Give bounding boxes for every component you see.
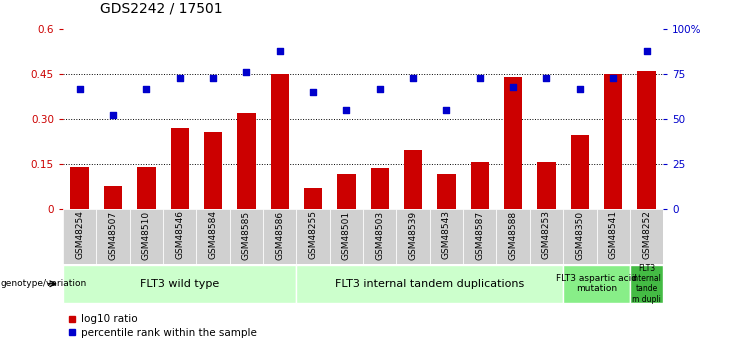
Bar	[563, 209, 597, 264]
Bar	[63, 265, 296, 303]
Bar	[430, 209, 463, 264]
Text: GSM48584: GSM48584	[208, 210, 218, 259]
Text: GSM48255: GSM48255	[308, 210, 318, 259]
Text: GSM48588: GSM48588	[508, 210, 518, 259]
Text: GSM48254: GSM48254	[75, 210, 84, 259]
Point	[173, 75, 185, 80]
Point	[574, 86, 585, 91]
Point	[474, 75, 486, 80]
Text: GSM48350: GSM48350	[575, 210, 585, 259]
Bar	[630, 209, 663, 264]
Point	[374, 86, 386, 91]
Point	[207, 75, 219, 80]
Bar	[170, 128, 189, 209]
Bar	[496, 209, 530, 264]
Bar	[237, 113, 256, 209]
Bar	[604, 74, 622, 209]
Point	[640, 48, 653, 53]
Text: GSM48507: GSM48507	[108, 210, 118, 259]
Point	[608, 75, 619, 80]
Point	[273, 48, 285, 53]
Bar	[304, 188, 322, 209]
Bar	[270, 74, 289, 209]
Text: GSM48503: GSM48503	[375, 210, 385, 259]
Text: FLT3
internal
tande
m dupli: FLT3 internal tande m dupli	[631, 264, 662, 304]
Bar	[263, 209, 296, 264]
Text: GSM48501: GSM48501	[342, 210, 351, 259]
Text: GSM48543: GSM48543	[442, 210, 451, 259]
Point	[507, 84, 519, 89]
Text: GSM48253: GSM48253	[542, 210, 551, 259]
Text: GSM48587: GSM48587	[475, 210, 485, 259]
Bar	[296, 209, 330, 264]
Point	[307, 89, 319, 95]
Bar	[137, 167, 156, 209]
Bar	[337, 174, 356, 209]
Point	[440, 107, 452, 113]
Bar	[96, 209, 130, 264]
Bar	[363, 209, 396, 264]
Bar	[330, 209, 363, 264]
Bar	[63, 209, 96, 264]
Bar	[637, 71, 656, 209]
Bar	[130, 209, 163, 264]
Bar	[563, 265, 630, 303]
Point	[407, 75, 419, 80]
Bar	[230, 209, 263, 264]
Legend: log10 ratio, percentile rank within the sample: log10 ratio, percentile rank within the …	[68, 314, 256, 338]
Bar	[530, 209, 563, 264]
Text: genotype/variation: genotype/variation	[1, 279, 87, 288]
Bar	[396, 209, 430, 264]
Bar	[630, 265, 663, 303]
Text: GSM48586: GSM48586	[275, 210, 285, 259]
Bar	[370, 168, 389, 209]
Bar	[70, 167, 89, 209]
Point	[107, 113, 119, 118]
Bar	[597, 209, 630, 264]
Point	[74, 86, 85, 91]
Text: GSM48541: GSM48541	[608, 210, 618, 259]
Text: FLT3 internal tandem duplications: FLT3 internal tandem duplications	[335, 279, 525, 289]
Text: GSM48252: GSM48252	[642, 210, 651, 259]
Text: GSM48585: GSM48585	[242, 210, 251, 259]
Point	[140, 86, 153, 91]
Bar	[296, 265, 563, 303]
Bar	[537, 162, 556, 209]
Bar	[437, 174, 456, 209]
Text: FLT3 wild type: FLT3 wild type	[140, 279, 219, 289]
Bar	[463, 209, 496, 264]
Bar	[204, 132, 222, 209]
Text: GSM48539: GSM48539	[408, 210, 418, 259]
Text: GSM48510: GSM48510	[142, 210, 151, 259]
Text: GDS2242 / 17501: GDS2242 / 17501	[100, 1, 222, 16]
Text: FLT3 aspartic acid
mutation: FLT3 aspartic acid mutation	[556, 274, 637, 294]
Point	[540, 75, 552, 80]
Bar	[104, 186, 122, 209]
Bar	[504, 77, 522, 209]
Point	[240, 70, 252, 75]
Point	[341, 107, 353, 113]
Bar	[471, 162, 489, 209]
Bar	[196, 209, 230, 264]
Bar	[571, 136, 589, 209]
Bar	[163, 209, 196, 264]
Bar	[404, 150, 422, 209]
Text: GSM48546: GSM48546	[175, 210, 185, 259]
